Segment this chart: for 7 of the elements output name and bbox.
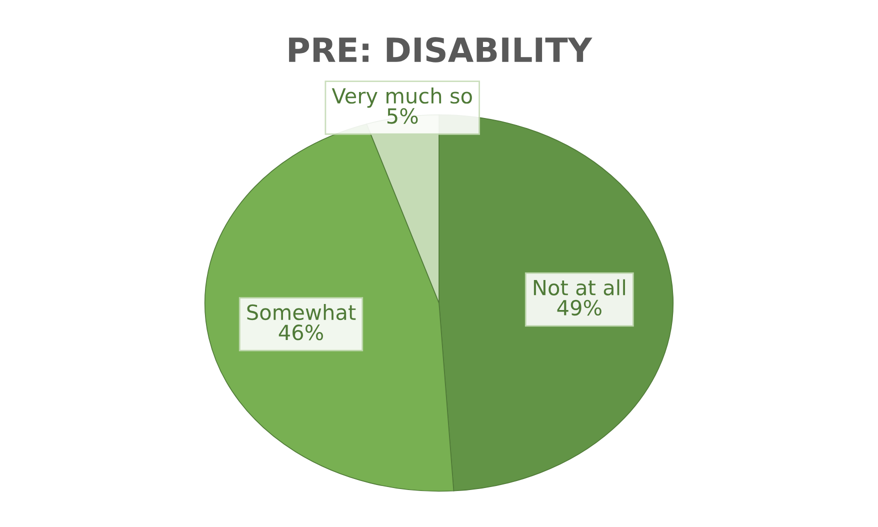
data-label: 49% [557, 300, 602, 316]
slice-label: Somewhat [247, 304, 356, 320]
chart-title: PRE: DISABILITY [289, 37, 592, 62]
data-label: 5% [387, 108, 418, 124]
slice-label: Very much so [332, 88, 472, 108]
slice-label: Not at all [534, 279, 625, 296]
data-label: 46% [278, 324, 324, 340]
